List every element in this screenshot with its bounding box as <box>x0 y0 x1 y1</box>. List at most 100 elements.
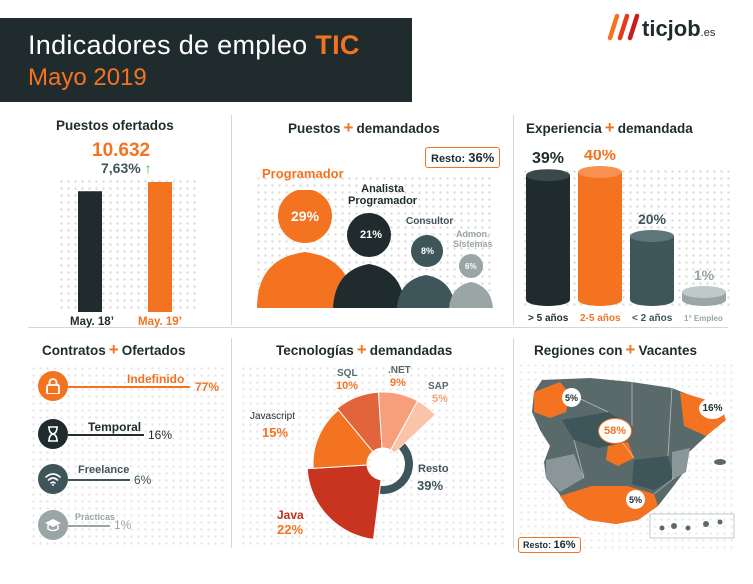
tec-slice-5 <box>312 409 374 469</box>
contrato-label-freelance: Freelance <box>78 464 130 476</box>
exp-label-0: > 5 años <box>528 313 569 324</box>
tec-pct-java: 22% <box>277 522 304 537</box>
region-madrid <box>606 442 634 466</box>
divider <box>231 338 232 548</box>
tec-label-sap: SAP <box>428 381 449 392</box>
wifi-icon <box>38 464 68 494</box>
ticjob-logo-icon <box>607 13 640 41</box>
label-consultor: Consultor <box>406 216 454 227</box>
person-admon-head <box>459 254 483 278</box>
contrato-label-temporal: Temporal <box>88 420 142 434</box>
region-pct-cataluna: 16% <box>699 398 726 419</box>
contrato-bar-temporal <box>68 434 144 436</box>
exp-pct-0: 39% <box>532 150 564 167</box>
puestos-bar-1 <box>148 182 172 312</box>
tec-slice-4 <box>306 464 382 540</box>
exp-label-2: < 2 años <box>632 313 673 324</box>
tec-label-javascript: Javascript <box>250 411 296 422</box>
tec-label-net: .NET <box>388 365 411 376</box>
bar-label-may19: May. 19’ <box>138 316 182 328</box>
puestos-bar-chart <box>78 182 172 312</box>
page-subtitle: Mayo 2019 <box>28 64 147 91</box>
contrato-bar-indefinido <box>68 386 190 388</box>
exp-pct-3: 1% <box>694 267 715 283</box>
contrato-label-indefinido: Indefinido <box>127 372 185 386</box>
page-title: Indicadores de empleo TIC <box>28 30 360 60</box>
region-castilla-mancha <box>632 456 674 490</box>
contrato-pct-indefinido: 77% <box>195 380 220 394</box>
person-consultor <box>397 275 455 308</box>
header-banner <box>0 18 412 102</box>
contrato-label-practicas: Prácticas <box>75 512 116 522</box>
puestos-change: 7,63% ↑ <box>101 160 152 176</box>
contrato-bar-practicas <box>68 525 110 527</box>
exp-cylinder-3 <box>682 286 726 306</box>
experiencia-cylinder-chart: 39% 40% 20% 1% <box>526 150 726 306</box>
tec-donut-hole <box>370 451 396 477</box>
tec-pct-javascript: 15% <box>262 425 289 440</box>
section-title-regiones: Regiones con + Vacantes <box>534 340 697 359</box>
region-pct-madrid: 58% <box>598 418 632 444</box>
person-analista-head <box>347 213 391 257</box>
person-programador <box>257 252 353 308</box>
section-title-tecnologias: Tecnologías + demandadas <box>276 340 453 359</box>
tec-pct-resto: 39% <box>417 478 444 493</box>
resto-badge-regiones: Resto: 16% <box>518 537 581 553</box>
label-analista: Analista Programador <box>348 183 418 207</box>
pct-analista: 21% <box>360 229 383 241</box>
divider <box>513 338 514 548</box>
region-pct-galicia: 5% <box>562 388 581 407</box>
exp-label-3: 1° Empleo <box>684 314 723 323</box>
bar-label-may18: May. 18’ <box>70 316 114 328</box>
pct-programador: 29% <box>291 208 320 224</box>
canarias-frame <box>649 513 735 539</box>
region-andalucia <box>560 486 658 524</box>
lock-icon <box>38 371 68 401</box>
exp-cylinder-2 <box>630 230 674 306</box>
contrato-bar-freelance <box>68 479 130 481</box>
tec-label-resto: Resto <box>418 463 449 475</box>
region-galicia <box>534 382 570 418</box>
logo-text[interactable]: ticjob.es <box>642 16 716 41</box>
spain-map <box>532 378 735 539</box>
arrow-up-icon: ↑ <box>144 160 152 176</box>
region-pct-andalucia: 5% <box>626 490 645 509</box>
graduation-cap-icon <box>38 510 68 540</box>
divider <box>28 327 728 328</box>
tec-slice-0 <box>336 391 383 453</box>
divider <box>231 115 232 325</box>
person-admon <box>449 282 493 308</box>
pct-consultor: 8% <box>421 246 435 256</box>
exp-cylinder-0 <box>526 169 570 306</box>
resto-badge: Resto: 36% <box>425 147 501 168</box>
exp-pct-2: 20% <box>638 211 667 227</box>
tec-label-java: Java <box>277 508 304 522</box>
pct-admon: 6% <box>465 262 477 271</box>
tec-pct-sap: 5% <box>432 393 448 405</box>
contrato-pct-practicas: 1% <box>114 518 132 532</box>
section-title-experiencia: Experiencia + demandada <box>526 118 693 137</box>
contrato-pct-freelance: 6% <box>134 473 152 487</box>
region-extremadura <box>546 454 584 492</box>
region-valencia <box>672 448 690 480</box>
person-consultor-head <box>411 235 443 267</box>
contrato-pct-temporal: 16% <box>148 428 173 442</box>
divider <box>513 115 514 325</box>
region-canarias <box>659 519 723 531</box>
puestos-value: 10.632 <box>92 140 151 161</box>
tec-label-sql: SQL <box>337 368 358 379</box>
section-title-puestos: Puestos ofertados <box>56 118 174 133</box>
tec-slice-2 <box>390 400 437 454</box>
section-title-contratos: Contratos + Ofertados <box>42 340 186 359</box>
tec-slice-3 <box>379 443 413 494</box>
region-baleares <box>714 459 726 465</box>
people-chart <box>257 190 493 308</box>
exp-label-1: 2-5 años <box>580 313 621 324</box>
exp-cylinder-1 <box>578 166 622 306</box>
puestos-bar-0 <box>78 191 102 312</box>
hourglass-icon <box>38 419 68 449</box>
section-title-demandados: Puestos + demandados <box>288 118 440 137</box>
tec-pct-sql: 10% <box>336 380 359 392</box>
tecnologias-donut-chart <box>306 391 437 540</box>
exp-pct-1: 40% <box>584 150 616 164</box>
